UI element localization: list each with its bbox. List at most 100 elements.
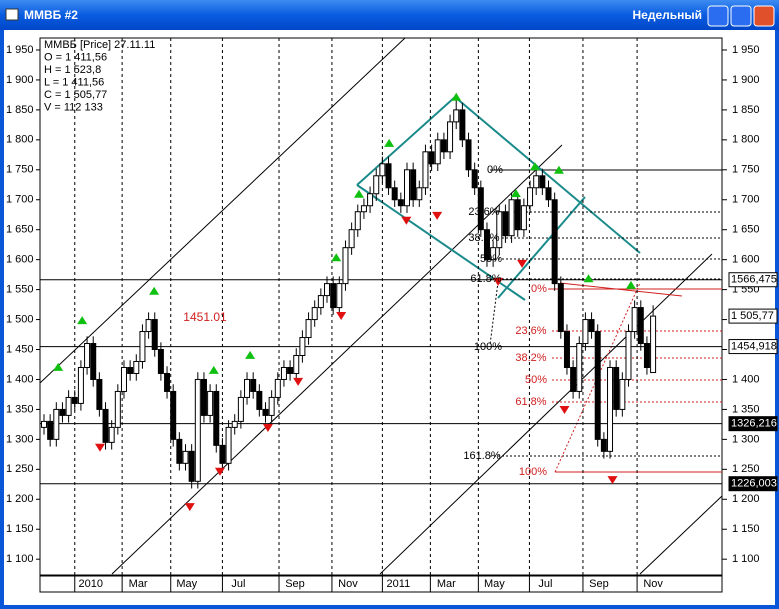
info-line: ММВБ [Price] 27.11.11 [44, 39, 155, 51]
y-tick-label: 1 250 [732, 463, 760, 475]
candle-body [373, 175, 380, 195]
up-signal [331, 253, 342, 262]
up-signal [451, 92, 462, 101]
candle-body [502, 211, 509, 237]
candle-body [533, 175, 540, 189]
fib-line [489, 281, 499, 346]
candle-body [527, 187, 534, 207]
candle-body [379, 163, 386, 177]
candle-body [490, 247, 497, 261]
down-signal [401, 216, 412, 225]
candle-body [268, 396, 275, 416]
x-tick-label: Sep [285, 578, 305, 590]
candle-body [336, 283, 343, 309]
up-signal [529, 162, 540, 171]
fib-label: 161.8% [463, 450, 501, 462]
candle-body [625, 331, 632, 380]
y-tick-label: 1 650 [732, 224, 760, 236]
candle-body [256, 390, 263, 410]
x-tick-label: Mar [129, 578, 148, 590]
candle-body [77, 366, 84, 404]
trend-line [379, 253, 713, 575]
y-tick-label: 1 150 [6, 523, 34, 535]
candle-body [47, 420, 54, 440]
candle-body [244, 378, 251, 398]
info-line: V = 112 133 [44, 101, 103, 113]
candle-body [287, 366, 294, 374]
channel-edge [356, 96, 456, 186]
up-signal [583, 274, 594, 283]
down-signal [559, 406, 570, 415]
y-tick-label: 1 200 [732, 493, 760, 505]
fib-label: 61.8% [470, 273, 501, 285]
candle-body [151, 319, 158, 351]
candle-body [508, 199, 515, 237]
fib-line [554, 282, 641, 473]
candle-body [607, 366, 614, 452]
y-tick-label: 1 400 [732, 373, 760, 385]
candle-body [170, 390, 177, 440]
down-signal [184, 503, 195, 512]
candle-body [317, 295, 324, 309]
candle-body [250, 378, 257, 392]
candle-body [293, 355, 300, 374]
candle-body [483, 229, 490, 261]
candle-body [200, 378, 207, 416]
candle-body [619, 378, 626, 410]
window-icon [5, 8, 19, 21]
y-tick-label: 1 250 [6, 463, 34, 475]
level-box [728, 339, 778, 355]
up-signal [510, 189, 521, 198]
candle-body [545, 187, 552, 201]
candle-body [194, 378, 201, 482]
candle-body [465, 139, 472, 171]
down-signal [432, 211, 443, 220]
candle-body [428, 151, 435, 165]
candle-body [71, 396, 78, 404]
close-button[interactable] [753, 5, 775, 27]
candle-body [207, 390, 214, 416]
x-tick-label: Nov [643, 578, 663, 590]
candle-body [570, 366, 577, 392]
candle-body [360, 205, 367, 213]
last-price-box [728, 308, 778, 324]
candle-body [643, 343, 650, 368]
y-tick-label: 1 100 [6, 553, 34, 565]
minimize-button[interactable] [707, 5, 729, 27]
candle-body [262, 408, 269, 416]
candle-body [182, 450, 189, 464]
x-tick-label: 2011 [387, 578, 411, 590]
candle-body [594, 331, 601, 440]
y-tick-label: 1 800 [732, 134, 760, 146]
channel-edge [454, 96, 641, 254]
info-line: C = 1 505,77 [44, 89, 107, 101]
down-signal [607, 476, 618, 485]
candle-body [225, 426, 232, 464]
fib-label: 23.6% [468, 206, 499, 218]
y-tick-label: 1 950 [732, 44, 760, 56]
candle-body [157, 349, 164, 374]
trend-line [111, 144, 563, 575]
y-tick-label: 1 100 [732, 553, 760, 565]
candle-body [305, 319, 312, 339]
candle-body [551, 199, 558, 285]
candle-body [367, 193, 374, 207]
y-tick-label: 1 400 [6, 373, 34, 385]
level-box [728, 272, 778, 288]
candle-body [576, 343, 583, 392]
y-tick-label: 1 300 [6, 433, 34, 445]
fib-label: 61.8% [515, 396, 546, 408]
period: Недельный [632, 8, 702, 22]
maximize-button[interactable] [730, 5, 752, 27]
candle-body [637, 307, 644, 345]
candle-body [164, 372, 171, 392]
candle-body [403, 169, 410, 207]
candle-body [139, 331, 146, 362]
candle-body [108, 426, 115, 443]
candle-body [600, 438, 607, 452]
y-tick-label: 1 350 [732, 403, 760, 415]
candle-body [114, 390, 121, 428]
candle-body [274, 378, 281, 398]
candle-body [311, 307, 318, 321]
